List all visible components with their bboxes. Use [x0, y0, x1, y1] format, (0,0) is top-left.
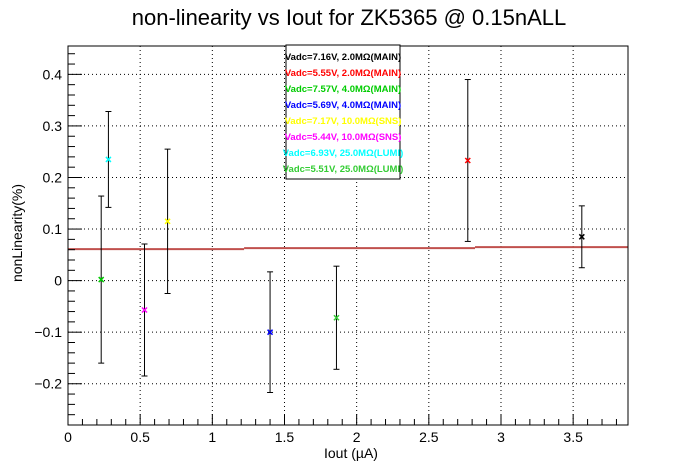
fit-line-layer: [68, 246, 628, 251]
data-point: [464, 79, 471, 242]
legend-entry: Vadc=7.16V, 2.0MΩ(MAIN): [285, 52, 401, 63]
legend-entry: Vadc=5.51V, 25.0MΩ(LUMI): [283, 164, 404, 175]
x-tick-label: 0.5: [130, 429, 150, 445]
data-point: [333, 265, 340, 370]
y-tick-label: 0.4: [43, 66, 63, 82]
data-point: [141, 243, 148, 377]
legend-entry: Vadc=5.55V, 2.0MΩ(MAIN): [285, 68, 401, 79]
legend-entry: Vadc=7.17V, 10.0MΩ(SNS): [285, 116, 402, 127]
data-point: [578, 205, 585, 269]
point-marker: [333, 314, 340, 321]
x-tick-label: 3.5: [563, 429, 583, 445]
legend-entry: Vadc=6.93V, 25.0MΩ(LUMI): [283, 148, 404, 159]
data-point: [105, 110, 112, 208]
point-marker: [578, 233, 585, 240]
point-marker: [141, 306, 148, 314]
data-point: [267, 271, 274, 394]
chart-title: non-linearity vs Iout for ZK5365 @ 0.15n…: [132, 5, 566, 30]
x-tick-label: 0: [64, 429, 72, 445]
point-marker: [464, 157, 471, 164]
point-marker: [98, 276, 105, 283]
point-marker: [164, 218, 171, 225]
axis-layer: 0 0.5 1 1.5 2 2.5 3 3.5 −0.2 −0.1 0 0.1 0.2 0.3 0.4: [34, 53, 617, 445]
y-tick-label: −0.1: [34, 324, 62, 340]
y-tick-label: −0.2: [34, 376, 62, 392]
y-tick-label: 0.3: [43, 118, 63, 134]
legend-entry: Vadc=7.57V, 4.0MΩ(MAIN): [285, 84, 401, 95]
data-point: [98, 195, 105, 364]
point-marker: [267, 329, 274, 336]
legend-entry: Vadc=5.44V, 10.0MΩ(SNS): [285, 132, 402, 143]
y-tick-label: 0.1: [43, 221, 63, 237]
point-marker: [105, 156, 112, 163]
x-tick-label: 3: [497, 429, 505, 445]
legend: Vadc=7.16V, 2.0MΩ(MAIN) Vadc=5.55V, 2.0MΩ…: [283, 44, 404, 180]
y-tick-label: 0: [54, 273, 62, 289]
x-axis-title: Iout (µA): [324, 445, 378, 461]
y-axis-title: nonLinearity(%): [9, 184, 25, 282]
x-tick-label: 2.5: [419, 429, 439, 445]
legend-box: [285, 44, 401, 180]
legend-entry: Vadc=5.69V, 4.0MΩ(MAIN): [285, 100, 401, 111]
x-tick-label: 1: [208, 429, 216, 445]
y-tick-label: 0.2: [43, 169, 63, 185]
data-points-layer: [98, 79, 585, 394]
data-point: [164, 148, 171, 295]
x-tick-label: 1.5: [275, 429, 295, 445]
x-tick-label: 2: [353, 429, 361, 445]
